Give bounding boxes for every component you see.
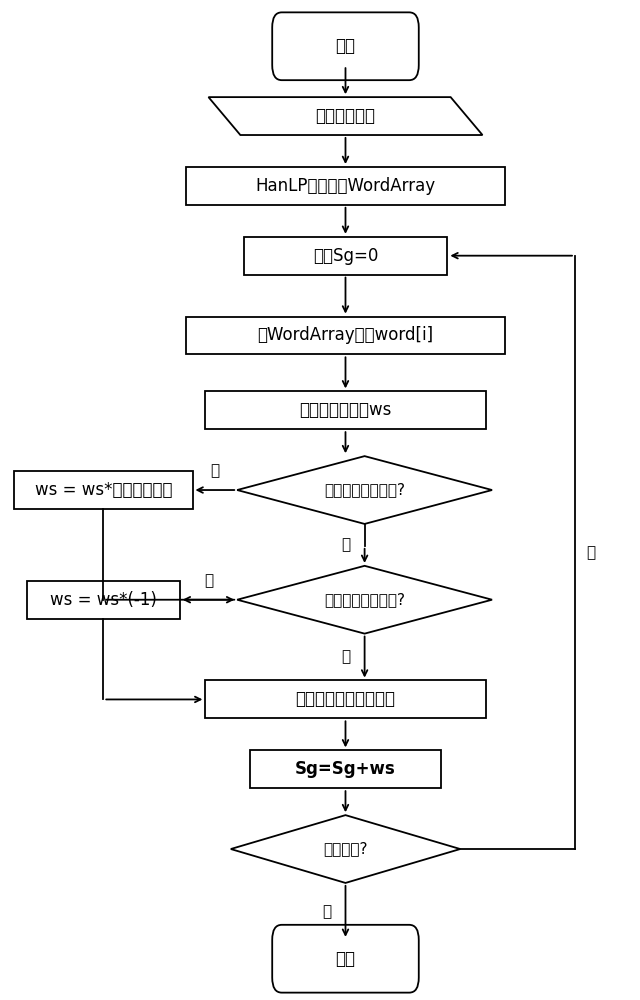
Text: 是: 是 (204, 573, 213, 588)
Text: 前一词汇为程度词?: 前一词汇为程度词? (324, 483, 405, 498)
Text: 否: 否 (341, 650, 350, 665)
Text: 是: 是 (322, 904, 331, 919)
Text: 否: 否 (341, 537, 350, 552)
Polygon shape (237, 456, 492, 524)
Text: 从WordArray中取word[i]: 从WordArray中取word[i] (257, 326, 433, 344)
Text: 开始: 开始 (335, 37, 355, 55)
FancyBboxPatch shape (272, 925, 419, 993)
Bar (27, 581, 180, 619)
Bar (205, 391, 486, 429)
FancyBboxPatch shape (272, 12, 419, 80)
Polygon shape (237, 566, 492, 634)
Bar (250, 750, 441, 788)
Text: 遍历结束?: 遍历结束? (323, 842, 368, 857)
Text: 结束: 结束 (335, 950, 355, 968)
Text: 前一词汇为否定词?: 前一词汇为否定词? (324, 592, 405, 607)
Polygon shape (209, 97, 483, 135)
Text: Sg=Sg+ws: Sg=Sg+ws (295, 760, 396, 778)
Text: 是: 是 (211, 463, 220, 478)
Text: 否: 否 (586, 545, 595, 560)
Bar (14, 471, 193, 509)
Text: 输入意群子句: 输入意群子句 (316, 107, 376, 125)
Text: 记录当前词类别、位置: 记录当前词类别、位置 (296, 690, 396, 708)
Bar (244, 237, 447, 275)
Polygon shape (231, 815, 460, 883)
Bar (186, 317, 505, 354)
Text: ws = ws*程度词强度值: ws = ws*程度词强度值 (35, 481, 172, 499)
Text: HanLP分词得到WordArray: HanLP分词得到WordArray (255, 177, 436, 195)
Text: ws = ws*(-1): ws = ws*(-1) (50, 591, 157, 609)
Text: 分值Sg=0: 分值Sg=0 (313, 247, 378, 265)
Bar (186, 167, 505, 205)
Text: 计算情感词分值ws: 计算情感词分值ws (300, 401, 392, 419)
Bar (205, 680, 486, 718)
